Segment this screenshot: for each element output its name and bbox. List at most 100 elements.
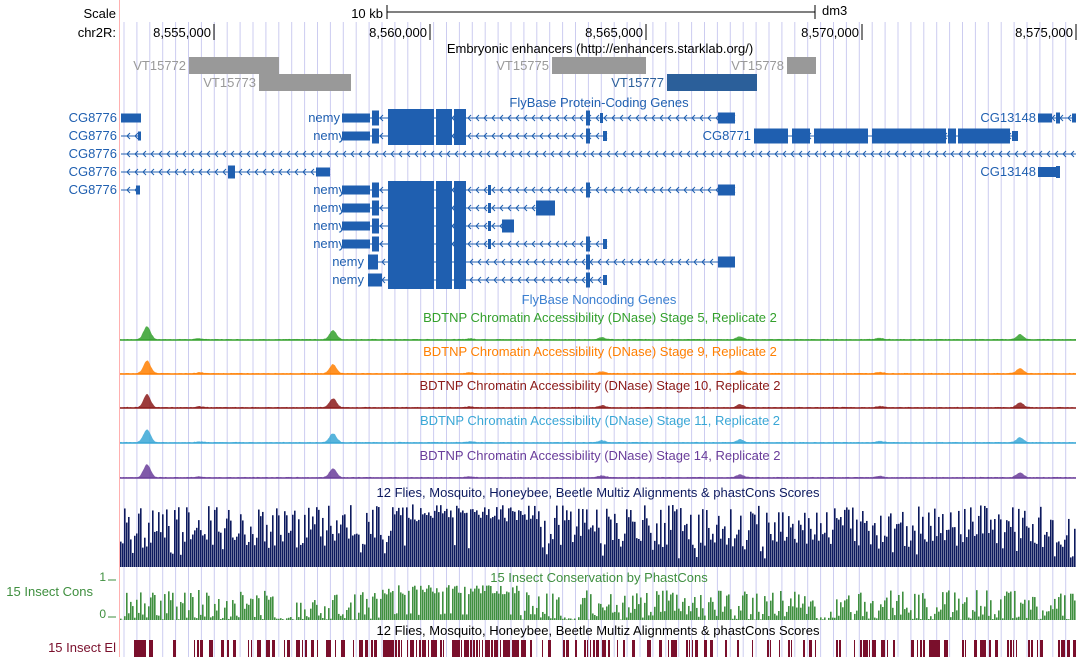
gene-exon[interactable] xyxy=(454,271,466,289)
gene-exon[interactable] xyxy=(603,239,607,249)
gene-exon[interactable] xyxy=(586,236,590,252)
enhancer-block[interactable] xyxy=(259,74,351,91)
gene-exon[interactable] xyxy=(454,127,466,145)
gene-exon[interactable] xyxy=(586,110,590,126)
gene-exon[interactable] xyxy=(316,167,330,177)
gene-exon[interactable] xyxy=(454,253,466,271)
gene-exon[interactable] xyxy=(372,182,379,198)
gene-exon[interactable] xyxy=(342,203,370,213)
gene-exon[interactable] xyxy=(388,235,434,253)
gene-exon[interactable] xyxy=(388,181,434,199)
gene-exon[interactable] xyxy=(488,185,491,195)
gene-exon[interactable] xyxy=(814,128,868,144)
gene-exon[interactable] xyxy=(372,110,379,126)
gene-exon[interactable] xyxy=(600,113,603,123)
protein-coding-genes-track[interactable]: CG8776CG8776CG8776CG8776CG8776nemynemyne… xyxy=(69,109,1076,289)
ruler-tick-label: 8,575,000 xyxy=(1015,25,1073,40)
gene-exon[interactable] xyxy=(388,253,434,271)
gene-exon[interactable] xyxy=(586,128,590,144)
gene-exon[interactable] xyxy=(342,131,370,141)
gene-exon[interactable] xyxy=(436,181,452,199)
multiz-bar xyxy=(808,518,810,567)
gene-exon[interactable] xyxy=(342,221,370,231)
gene-exon[interactable] xyxy=(388,217,434,235)
enhancer-block[interactable] xyxy=(787,57,816,74)
multiz-track[interactable] xyxy=(120,504,1076,567)
gene-exon[interactable] xyxy=(121,113,141,123)
gene-exon[interactable] xyxy=(754,128,788,144)
gene-exon[interactable] xyxy=(586,254,590,270)
gene-exon[interactable] xyxy=(436,217,452,235)
strand-arrow xyxy=(566,150,571,158)
gene-exon[interactable] xyxy=(1056,112,1060,124)
gene-exon[interactable] xyxy=(342,185,370,195)
gene-exon[interactable] xyxy=(436,109,452,127)
gene-exon[interactable] xyxy=(586,182,590,198)
strand-arrow xyxy=(510,150,515,158)
strand-arrow xyxy=(531,204,536,212)
gene-exon[interactable] xyxy=(436,127,452,145)
gene-exon[interactable] xyxy=(1038,113,1052,123)
enhancer-block[interactable] xyxy=(552,57,646,74)
gene-exon[interactable] xyxy=(603,131,607,141)
gene-exon[interactable] xyxy=(792,128,810,144)
phastcons-bar xyxy=(940,609,942,620)
gene-exon[interactable] xyxy=(138,131,141,141)
gene-exon[interactable] xyxy=(436,253,452,271)
gene-exon[interactable] xyxy=(488,221,491,231)
gene-exon[interactable] xyxy=(872,128,946,144)
gene-exon[interactable] xyxy=(454,235,466,253)
gene-exon[interactable] xyxy=(603,275,607,285)
phastcons-bar xyxy=(778,611,780,620)
gene-exon[interactable] xyxy=(586,272,590,288)
gene-exon[interactable] xyxy=(436,199,452,217)
gene-exon[interactable] xyxy=(342,239,370,249)
enhancer-block[interactable] xyxy=(189,57,279,74)
gene-exon[interactable] xyxy=(388,109,434,127)
gene-exon[interactable] xyxy=(372,218,379,234)
conserved-element xyxy=(197,640,199,657)
gene-exon[interactable] xyxy=(342,113,370,123)
gene-exon[interactable] xyxy=(136,185,140,195)
gene-exon[interactable] xyxy=(488,203,491,213)
gene-exon[interactable] xyxy=(958,128,1010,144)
gene-exon[interactable] xyxy=(718,184,735,196)
gene-exon[interactable] xyxy=(454,109,466,127)
multiz-bar xyxy=(162,514,164,567)
gene-exon[interactable] xyxy=(388,199,434,217)
gene-exon[interactable] xyxy=(1056,166,1060,178)
gene-exon[interactable] xyxy=(372,200,379,216)
gene-exon[interactable] xyxy=(454,217,466,235)
gene-exon[interactable] xyxy=(718,112,735,124)
phastcons-bar xyxy=(1008,592,1010,620)
gene-exon[interactable] xyxy=(372,128,379,144)
gene-exon[interactable] xyxy=(372,236,379,252)
gene-exon[interactable] xyxy=(718,256,735,268)
gene-exon[interactable] xyxy=(1072,113,1076,123)
gene-exon[interactable] xyxy=(388,271,434,289)
strand-arrow xyxy=(878,150,883,158)
phastcons-bar xyxy=(632,595,634,620)
gene-exon[interactable] xyxy=(436,235,452,253)
phastcons-track[interactable] xyxy=(120,585,1076,620)
enhancer-block[interactable] xyxy=(667,74,757,91)
conserved-elements-track[interactable] xyxy=(134,640,1076,657)
gene-exon[interactable] xyxy=(454,199,466,217)
conserved-element xyxy=(140,640,143,657)
gene-exon[interactable] xyxy=(228,165,235,179)
gene-exon[interactable] xyxy=(502,219,514,233)
gene-exon[interactable] xyxy=(536,200,555,216)
multiz-bar xyxy=(690,514,692,567)
gene-exon[interactable] xyxy=(1038,167,1056,177)
gene-exon[interactable] xyxy=(948,128,956,144)
gene-exon[interactable] xyxy=(388,127,434,145)
gene-exon[interactable] xyxy=(368,273,382,287)
gene-exon[interactable] xyxy=(436,271,452,289)
phastcons-bar xyxy=(1028,600,1030,620)
gene-exon[interactable] xyxy=(368,254,378,270)
gene-exon[interactable] xyxy=(454,181,466,199)
gene-exon[interactable] xyxy=(488,239,491,249)
gene-exon[interactable] xyxy=(1012,131,1018,141)
